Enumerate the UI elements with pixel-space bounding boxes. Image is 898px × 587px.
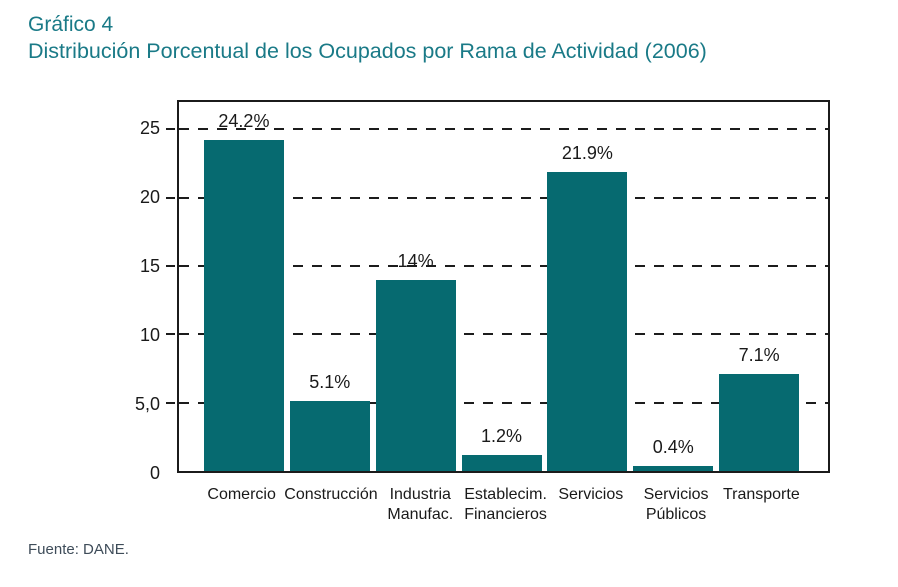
y-tick-label-0: 0 xyxy=(149,463,160,483)
bar-transporte xyxy=(719,373,800,471)
y-tick-label-10: 10 xyxy=(139,324,160,345)
bar-value-label-construccion: 5.1% xyxy=(309,372,351,393)
x-axis-labels: Comercio Construcción Industria Manufac. Es… xyxy=(177,485,830,525)
x-tick-label-establecim-financieros: Establecim. Financieros xyxy=(464,486,547,523)
y-axis-labels: 25 20 15 10 5,0 0 xyxy=(96,100,160,482)
x-tick-label-servicios-publicos: Servicios Públicos xyxy=(643,486,709,523)
gridline-20 xyxy=(179,196,828,199)
x-tick-label-construccion: Construcción xyxy=(284,486,378,503)
bar-value-label-servicios-publicos: 0.4% xyxy=(652,436,694,457)
x-tick-label-comercio: Comercio xyxy=(207,486,276,503)
bar-slot-servicios: 21.9% xyxy=(544,102,630,471)
y-tick-mark-20 xyxy=(166,196,175,199)
x-tick-label-servicios: Servicios xyxy=(558,486,624,503)
bar-establecim-financieros xyxy=(461,454,542,471)
chart-title: Distribución Porcentual de los Ocupados … xyxy=(28,39,707,63)
gridline-5 xyxy=(179,401,828,404)
bar-value-label-comercio: 24.2% xyxy=(218,111,270,132)
bar-comercio xyxy=(203,140,284,471)
y-tick-label-5: 5,0 xyxy=(134,393,160,414)
y-tick-label-25: 25 xyxy=(139,117,160,138)
bar-servicios-publicos xyxy=(633,465,714,471)
y-tick-label-15: 15 xyxy=(139,255,160,276)
bar-slot-transporte: 7.1% xyxy=(716,102,802,471)
bar-slot-comercio: 24.2% xyxy=(201,102,287,471)
gridline-10 xyxy=(179,333,828,336)
gridline-15 xyxy=(179,265,828,267)
y-tick-label-20: 20 xyxy=(139,186,160,207)
x-tick-label-transporte: Transporte xyxy=(722,486,800,503)
bar-value-label-establecim-financieros: 1.2% xyxy=(480,425,523,446)
bar-slot-industria-manufac: 14% xyxy=(373,102,459,471)
title-block: Gráfico 4 Distribución Porcentual de los… xyxy=(28,12,707,65)
bar-industria-manufac xyxy=(375,279,456,471)
bar-value-label-industria-manufac: 14% xyxy=(397,250,434,271)
bar-slot-construccion: 5.1% xyxy=(287,102,373,471)
bar-value-label-servicios: 21.9% xyxy=(561,142,613,163)
y-tick-mark-10 xyxy=(166,333,175,336)
bar-value-label-transporte: 7.1% xyxy=(738,344,780,365)
chart-number-label: Gráfico 4 xyxy=(28,13,114,36)
gridline-25 xyxy=(179,128,828,131)
x-tick-label-industria-manufac: Industria Manufac. xyxy=(387,486,454,523)
bar-construccion xyxy=(289,401,370,471)
bar-servicios xyxy=(547,171,628,471)
bars-container: 24.2% 5.1% 14% 1.2% 21.9% 0.4% 7.1% xyxy=(179,102,828,471)
bar-slot-establecim-financieros: 1.2% xyxy=(459,102,545,471)
plot-area: 24.2% 5.1% 14% 1.2% 21.9% 0.4% 7.1% xyxy=(166,100,830,473)
source-note: Fuente: DANE. xyxy=(28,541,129,558)
bar-slot-servicios-publicos: 0.4% xyxy=(630,102,716,471)
y-tick-mark-15 xyxy=(166,265,175,267)
y-tick-mark-25 xyxy=(166,128,175,131)
y-tick-mark-5 xyxy=(166,401,175,404)
